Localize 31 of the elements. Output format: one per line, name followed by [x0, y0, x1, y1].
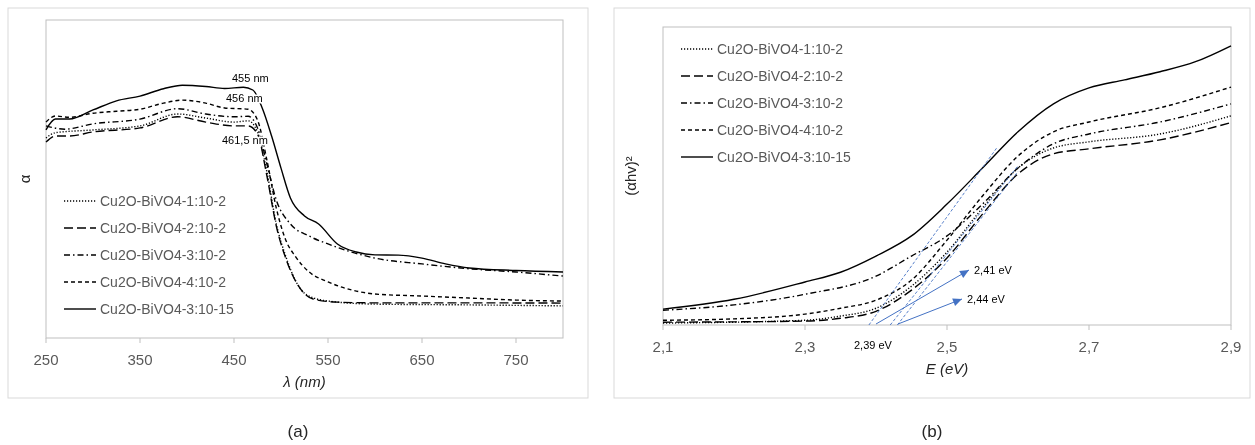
legend-label: Cu2O-BiVO4-3:10-15 — [717, 149, 852, 165]
x-tick-label: 2,1 — [652, 338, 674, 355]
x-tick-label: 2,9 — [1220, 338, 1242, 355]
x-tick-label: 250 — [33, 351, 59, 368]
x-axis-title: λ (nm) — [282, 373, 326, 390]
x-axis-title: E (eV) — [925, 360, 969, 377]
x-tick-label: 2,5 — [936, 338, 958, 355]
text: (b) — [921, 422, 943, 441]
x-tick-label: 550 — [315, 351, 341, 368]
legend-label: Cu2O-BiVO4-3:10-2 — [717, 95, 844, 111]
text: 2,39 eV — [854, 339, 893, 351]
x-tick-label: 350 — [127, 351, 153, 368]
legend-label: Cu2O-BiVO4-2:10-2 — [717, 68, 844, 84]
legend-label: Cu2O-BiVO4-3:10-2 — [100, 247, 227, 263]
legend-label: Cu2O-BiVO4-1:10-2 — [717, 41, 844, 57]
x-tick-label: 2,3 — [794, 338, 816, 355]
text: 455 nm — [232, 72, 269, 84]
x-tick-label: 2,7 — [1078, 338, 1100, 355]
legend-label: Cu2O-BiVO4-3:10-15 — [100, 301, 235, 317]
y-axis-title: α — [16, 174, 33, 184]
legend-label: Cu2O-BiVO4-4:10-2 — [100, 274, 227, 290]
y-axis-title: (αhv)² — [622, 156, 639, 196]
legend-label: Cu2O-BiVO4-4:10-2 — [717, 122, 844, 138]
legend-label: Cu2O-BiVO4-2:10-2 — [100, 220, 227, 236]
x-tick-label: 450 — [221, 351, 247, 368]
annotation: 2,44 eV — [967, 293, 1006, 305]
text: (a) — [287, 422, 309, 441]
legend-label: Cu2O-BiVO4-1:10-2 — [100, 193, 227, 209]
annotation: 2,41 eV — [974, 264, 1013, 276]
x-tick-label: 750 — [503, 351, 529, 368]
x-tick-label: 650 — [409, 351, 435, 368]
